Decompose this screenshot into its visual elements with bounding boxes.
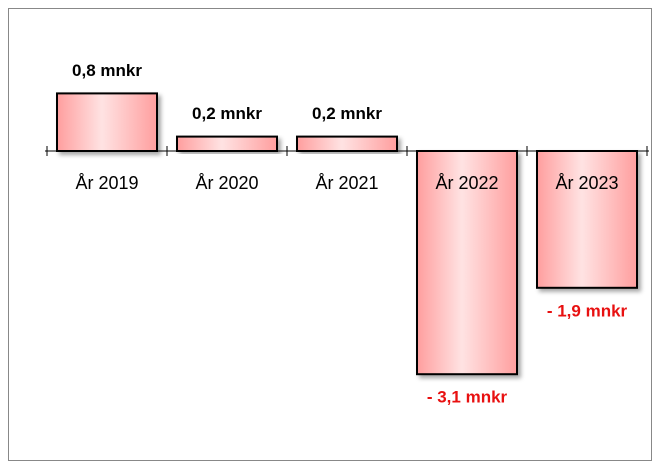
x-tick-label: År 2022 [435, 173, 498, 193]
bar [176, 135, 278, 153]
value-label: 0,2 mnkr [312, 104, 382, 123]
bar [416, 150, 518, 376]
value-label: - 1,9 mnkr [547, 301, 628, 320]
bar [536, 150, 638, 289]
value-label: 0,2 mnkr [192, 104, 262, 123]
x-tick-label: År 2020 [195, 173, 258, 193]
bar [296, 135, 398, 153]
value-label: 0,8 mnkr [72, 61, 142, 80]
x-tick-label: År 2021 [315, 173, 378, 193]
x-tick-label: År 2019 [75, 173, 138, 193]
x-tick-label: År 2023 [555, 173, 618, 193]
bar [56, 92, 158, 152]
value-label: - 3,1 mnkr [427, 388, 508, 407]
